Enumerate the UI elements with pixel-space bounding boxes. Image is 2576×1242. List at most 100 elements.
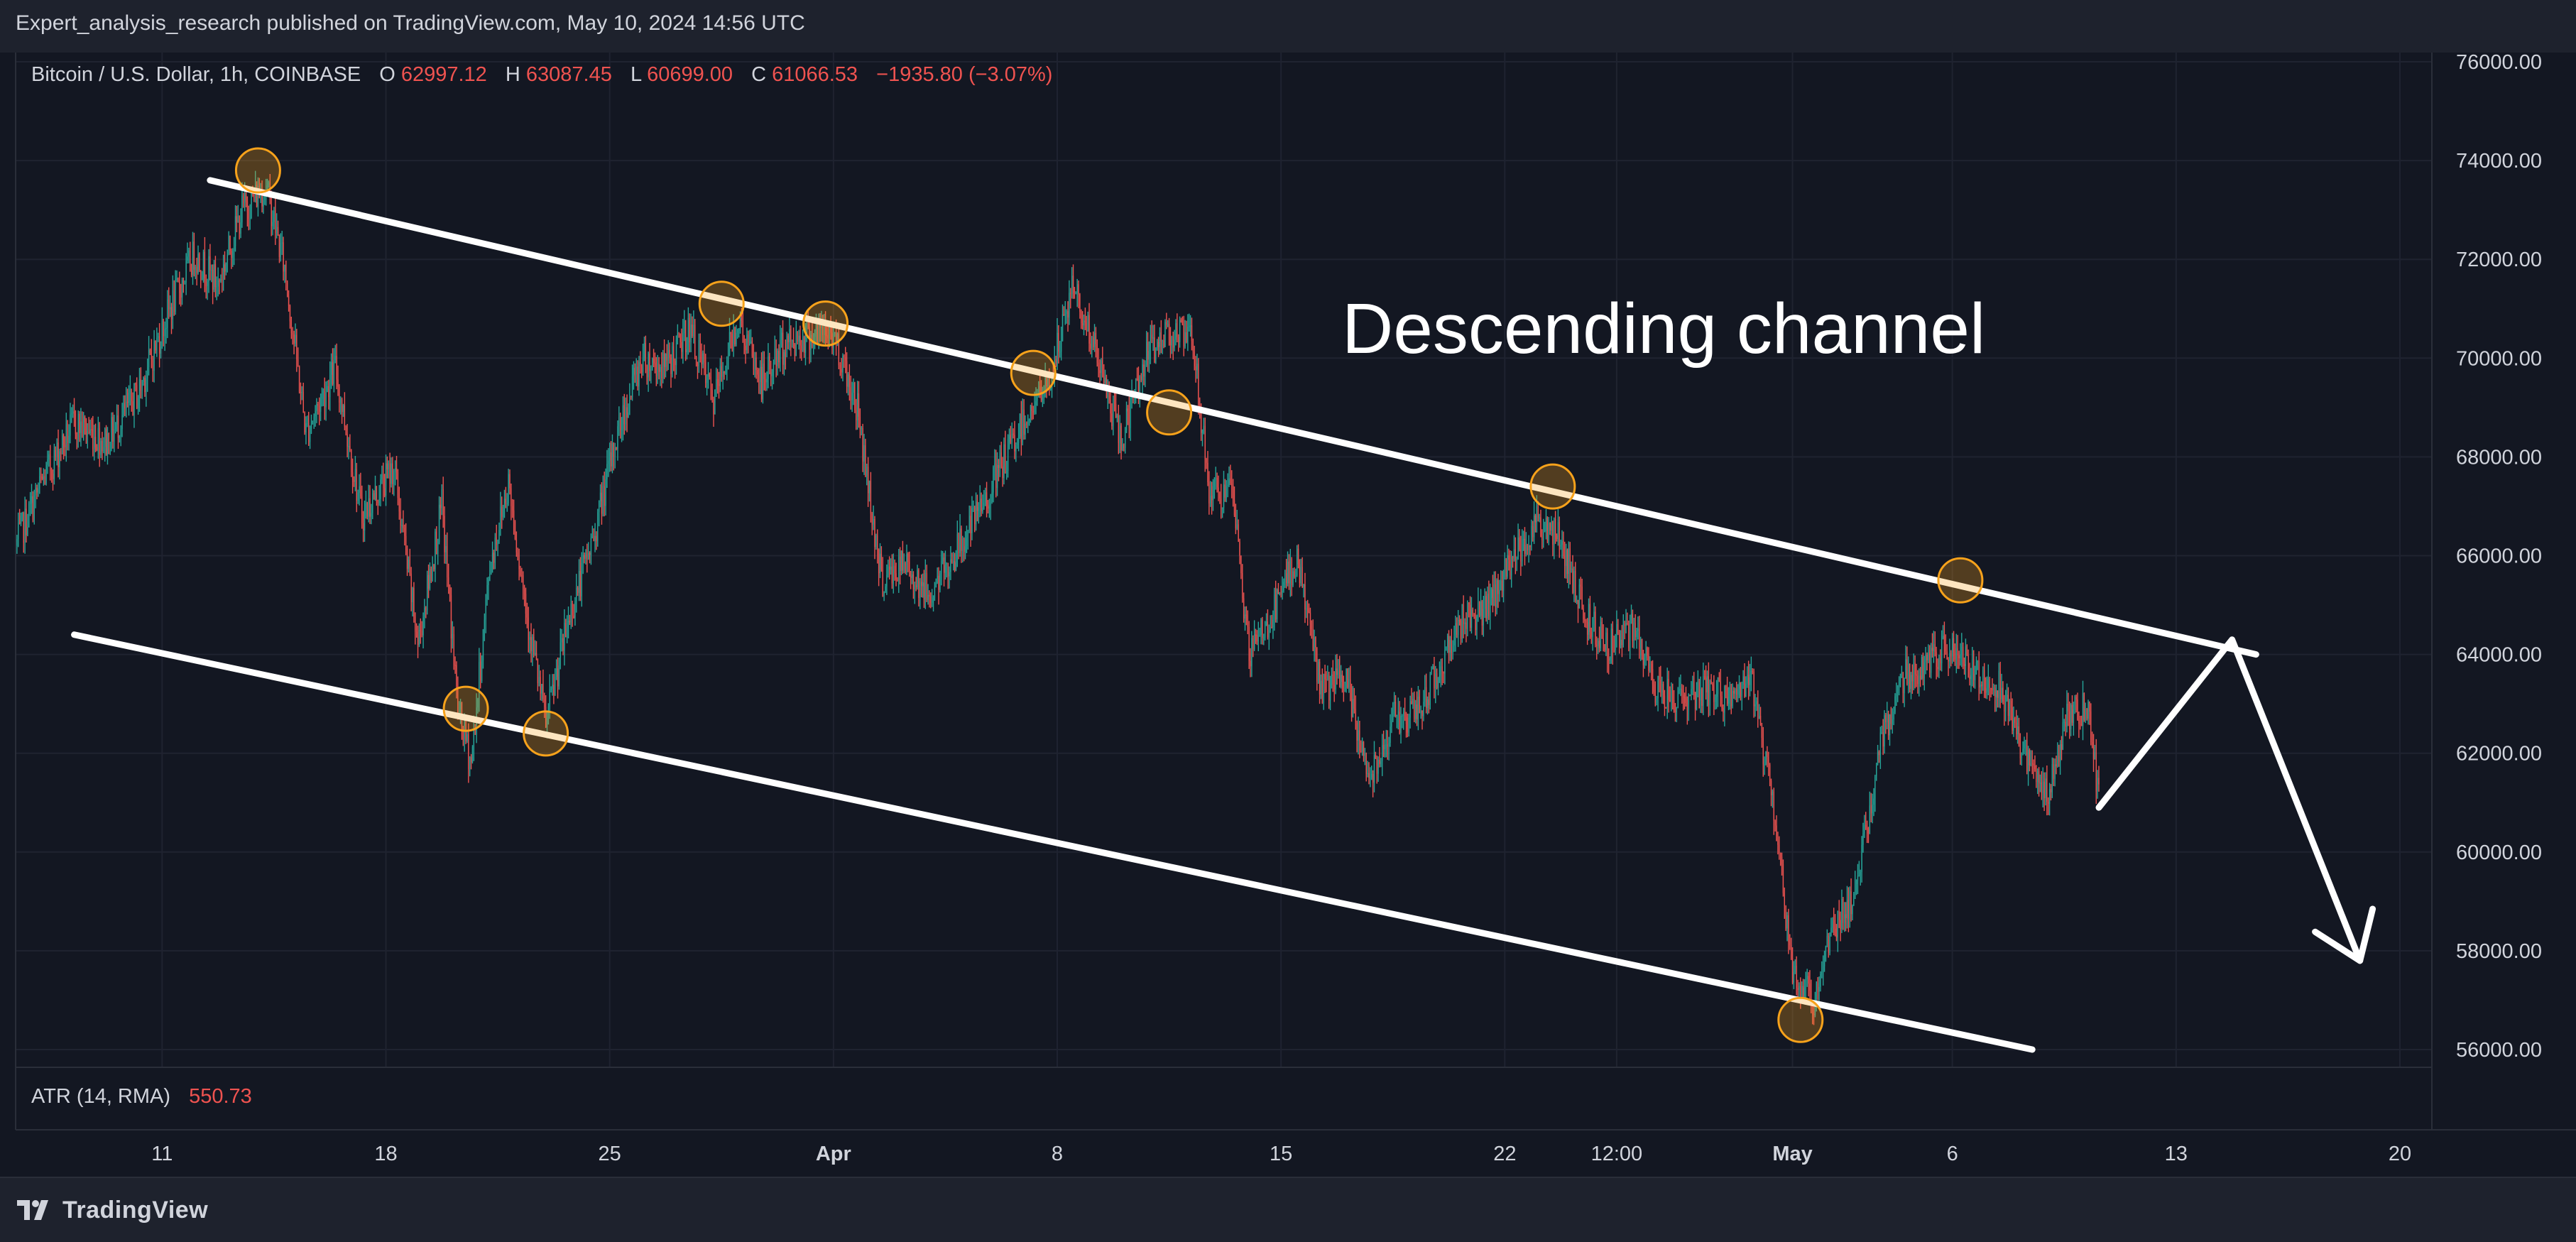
candle-body [1400,716,1402,734]
candle-body [726,369,728,371]
candle-body [310,424,312,429]
candle-body [1689,694,1691,697]
candle-body [2009,701,2010,717]
candle-body [124,403,126,408]
candle-body [1850,891,1852,915]
candle-body [983,503,985,508]
candle-body [1941,638,1943,664]
candle-body [851,393,853,401]
candle-body [939,573,941,590]
high-label: H [506,63,520,86]
candle-body [815,325,817,334]
candle-body [1584,619,1586,621]
candle-body [883,591,885,597]
touch-point-marker[interactable] [523,710,569,757]
candle-body [1882,732,1884,747]
candle-body [1784,893,1785,906]
candle-body [168,299,170,310]
touch-point-marker[interactable] [698,280,745,327]
candle-body [525,594,527,614]
candle-body [1861,844,1862,872]
candle-body [2010,701,2012,708]
descending-channel-annotation[interactable]: Descending channel [1342,289,1985,369]
candle-body [1028,419,1030,422]
candle-body [1978,660,1980,688]
candle-body [1596,644,1598,646]
candle-body [1846,900,1848,918]
candle-body [1328,675,1330,701]
candle-body [1661,684,1663,693]
candle-body [922,582,924,587]
candle-body [2045,778,2046,798]
candle-body [530,637,532,652]
candle-body [1528,545,1529,551]
candle-body [2087,702,2089,719]
price-scale[interactable] [2432,53,2576,1130]
touch-point-marker[interactable] [802,300,849,347]
touch-point-marker[interactable] [1529,463,1576,510]
candle-body [1243,598,1245,619]
touch-point-marker[interactable] [1777,996,1824,1043]
candle-body [574,601,576,619]
projection-arrowhead[interactable] [2312,905,2376,964]
candle-body [1424,687,1426,702]
time-axis[interactable]: 11 18 25 Apr 8 15 22 12:00 May 6 13 20 [151,1143,2411,1165]
candle-body [1796,965,1797,988]
candle-body [1664,695,1666,708]
channel-upper-line[interactable] [207,177,2259,658]
candle-body [368,498,369,517]
candle-body [529,637,530,641]
candle-body [1700,689,1701,701]
candle-body [1914,663,1916,675]
candle-body [1762,738,1764,765]
candle-body [631,376,633,398]
candle-body [1032,410,1034,413]
touch-point-marker[interactable] [442,685,489,732]
price-tick-label: 58000.00 [2456,940,2542,963]
candle-body [319,405,320,412]
candle-body [1681,688,1683,695]
candle-body [182,280,185,283]
candle-body [281,242,283,244]
candle-body [1576,600,1578,601]
candle-body [273,210,275,222]
touch-point-marker[interactable] [234,147,281,194]
channel-lower-line[interactable] [71,631,2036,1053]
candle-body [2046,778,2048,802]
candle-body [725,371,726,374]
candle-body [920,581,922,587]
candle-body [1299,564,1301,584]
candle-body [1192,341,1194,352]
projection-path[interactable] [2095,636,2364,964]
candle-body [814,334,816,337]
candle-body [1951,638,1953,657]
candle-body [1644,658,1645,665]
candle-body [1552,521,1554,545]
candle-body [1855,881,1857,884]
candle-body [1423,702,1424,717]
candle-body [1385,744,1387,748]
candle-body [293,334,295,344]
touch-point-marker[interactable] [1937,557,1984,604]
atr-legend: ATR (14, RMA) 550.73 [31,1085,252,1108]
touch-point-marker[interactable] [1146,389,1193,436]
candle-body [1148,351,1150,360]
candle-body [1367,773,1368,775]
time-tick-label: 6 [1947,1143,1958,1165]
candle-body [1630,614,1632,618]
candle-body [1921,657,1923,680]
touch-point-marker[interactable] [1010,349,1057,396]
candle-body [1455,623,1456,638]
candle-body [398,497,400,512]
candle-body [1877,751,1879,764]
chart-area[interactable]: 56000.00 58000.00 60000.00 62000.00 64000.00… [0,51,2576,1177]
brand[interactable]: TradingView [16,1194,208,1226]
chart-svg[interactable]: 56000.00 58000.00 60000.00 62000.00 64000.00… [0,51,2576,1177]
candle-body [1336,668,1338,675]
candle-body [1268,630,1270,638]
candle-body [167,299,168,328]
candle-body [1040,393,1042,401]
candle-body [678,333,680,334]
candle-body [1970,675,1972,680]
drawings-layer[interactable] [71,147,2376,1053]
